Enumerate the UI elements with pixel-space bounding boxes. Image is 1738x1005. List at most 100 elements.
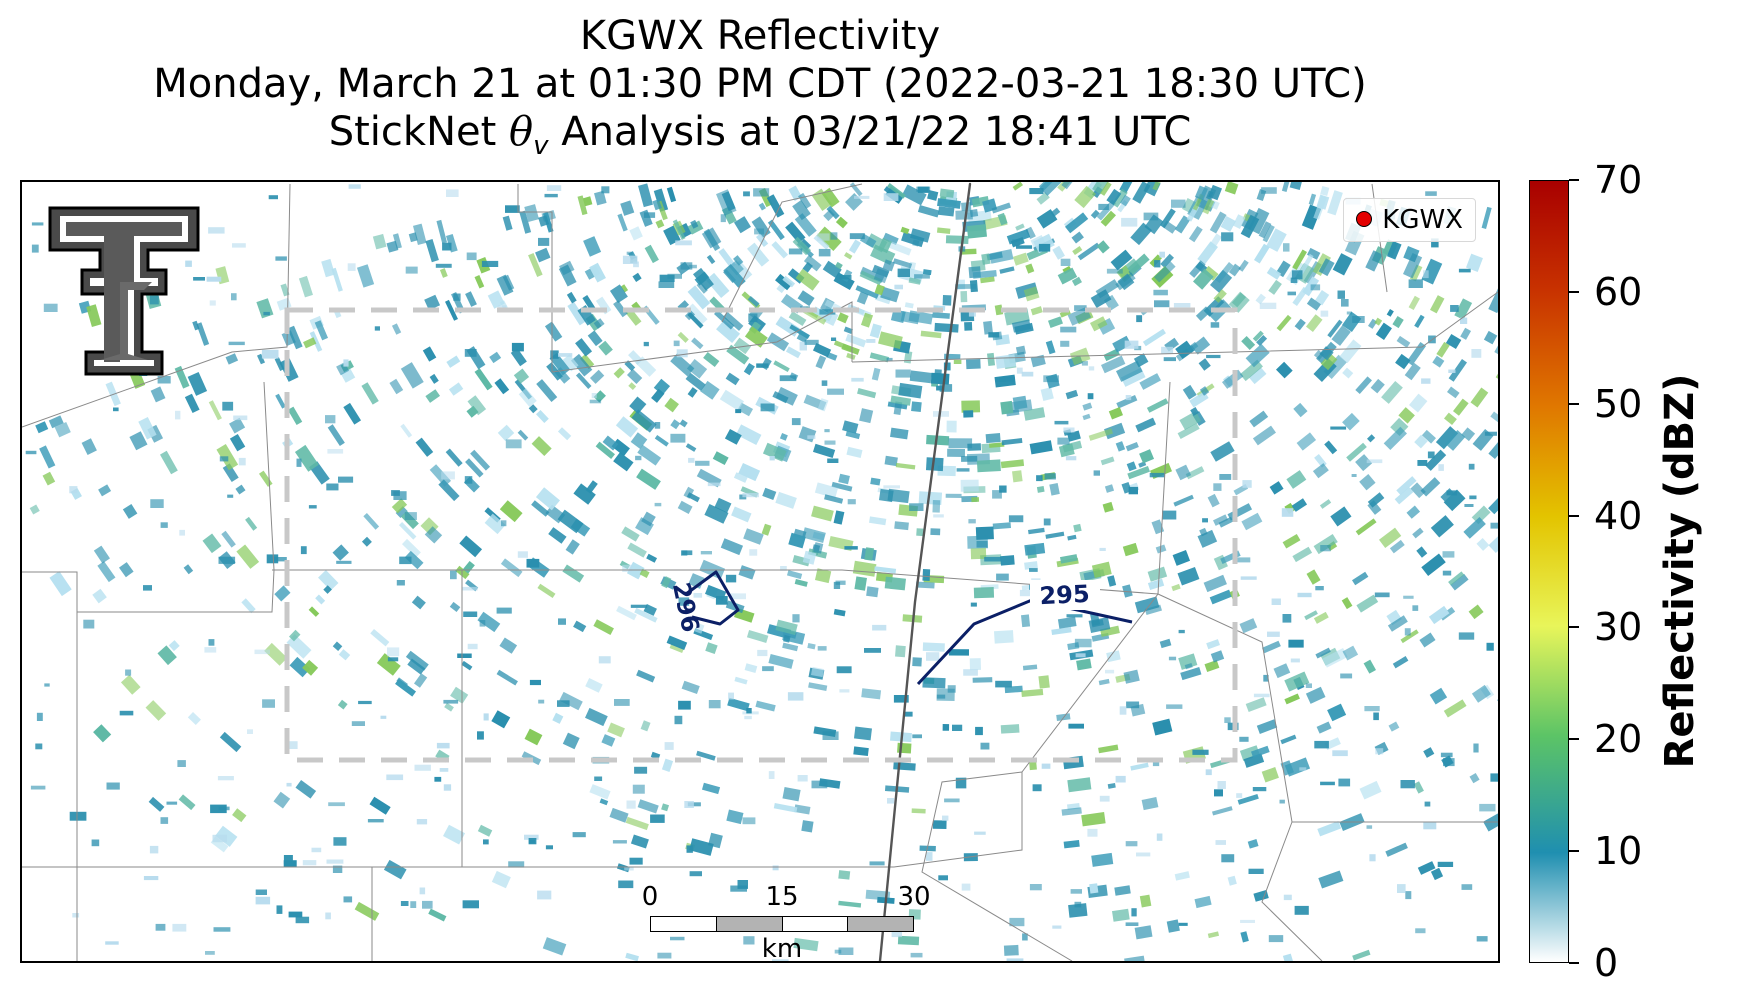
reflectivity-pixel: [1072, 245, 1083, 256]
reflectivity-pixel: [670, 433, 686, 443]
reflectivity-pixel: [704, 503, 729, 524]
reflectivity-pixel: [839, 689, 850, 693]
reflectivity-pixel: [1030, 306, 1043, 316]
reflectivity-pixel: [376, 653, 401, 676]
reflectivity-pixel: [273, 791, 291, 809]
reflectivity-pixel: [602, 435, 619, 451]
reflectivity-pixel: [887, 183, 906, 199]
reflectivity-pixel: [1136, 315, 1143, 323]
reflectivity-pixel: [1452, 398, 1469, 416]
reflectivity-pixel: [1238, 259, 1249, 272]
reflectivity-pixel: [775, 273, 793, 291]
reflectivity-pixel: [994, 304, 1004, 316]
radar-map[interactable]: 296 295 KGWX 0 15 30 km: [20, 180, 1500, 963]
reflectivity-pixel: [637, 799, 659, 814]
reflectivity-pixel: [1205, 769, 1212, 776]
reflectivity-pixel: [725, 372, 740, 386]
reflectivity-pixel: [1337, 290, 1345, 299]
map-canvas: 296 295: [22, 182, 1498, 961]
reflectivity-pixel: [1366, 459, 1383, 464]
reflectivity-pixel: [1213, 483, 1222, 491]
reflectivity-pixel: [325, 415, 336, 424]
reflectivity-pixel: [1429, 687, 1448, 705]
reflectivity-pixel: [1258, 221, 1272, 239]
reflectivity-pixel: [1043, 375, 1059, 383]
reflectivity-pixel: [1142, 328, 1166, 347]
reflectivity-pixel: [209, 300, 216, 306]
reflectivity-pixel: [1314, 740, 1329, 749]
reflectivity-pixel: [120, 674, 141, 695]
reflectivity-pixel: [470, 449, 491, 471]
reflectivity-pixel: [797, 290, 815, 307]
reflectivity-pixel: [703, 351, 720, 367]
reflectivity-pixel: [1406, 505, 1421, 519]
reflectivity-pixel: [794, 213, 817, 237]
reflectivity-pixel: [943, 362, 951, 371]
reflectivity-pixel: [1408, 295, 1420, 310]
reflectivity-pixel: [893, 761, 916, 771]
reflectivity-pixel: [81, 438, 97, 456]
reflectivity-pixel: [1127, 465, 1151, 480]
reflectivity-pixel: [332, 544, 349, 561]
reflectivity-pixel: [724, 428, 742, 445]
reflectivity-pixel: [327, 424, 345, 447]
reflectivity-pixel: [325, 912, 331, 920]
reflectivity-pixel: [129, 431, 148, 451]
reflectivity-pixel: [678, 700, 691, 710]
reflectivity-pixel: [1392, 315, 1404, 329]
reflectivity-pixel: [508, 861, 525, 868]
reflectivity-pixel: [996, 573, 1009, 581]
reflectivity-pixel: [1313, 611, 1329, 624]
reflectivity-pixel: [945, 235, 969, 245]
reflectivity-pixel: [808, 682, 828, 691]
reflectivity-pixel: [1177, 566, 1200, 586]
reflectivity-pixel: [483, 839, 489, 845]
reflectivity-pixel: [1171, 583, 1181, 592]
reflectivity-pixel: [283, 855, 293, 864]
reflectivity-pixel: [1066, 614, 1083, 618]
reflectivity-pixel: [1116, 360, 1143, 382]
reflectivity-pixel: [811, 505, 834, 522]
reflectivity-pixel: [461, 660, 473, 671]
reflectivity-pixel: [550, 350, 559, 359]
reflectivity-pixel: [1291, 498, 1308, 512]
reflectivity-pixel: [1126, 701, 1140, 709]
reflectivity-pixel: [1396, 335, 1411, 348]
reflectivity-pixel: [1202, 518, 1208, 523]
reflectivity-pixel: [632, 272, 642, 283]
reflectivity-pixel: [999, 266, 1015, 274]
reflectivity-pixel: [769, 456, 775, 461]
reflectivity-pixel: [1004, 685, 1023, 694]
reflectivity-pixel: [743, 936, 755, 945]
reflectivity-pixel: [1273, 663, 1291, 679]
reflectivity-pixel: [206, 276, 222, 282]
reflectivity-pixel: [1093, 470, 1100, 476]
reflectivity-pixel: [874, 293, 892, 305]
reflectivity-pixel: [261, 349, 279, 359]
reflectivity-pixel: [775, 491, 797, 509]
reflectivity-pixel: [864, 547, 875, 561]
reflectivity-pixel: [785, 221, 806, 244]
reflectivity-pixel: [813, 542, 824, 554]
reflectivity-pixel: [439, 768, 449, 772]
reflectivity-pixel: [517, 429, 529, 441]
reflectivity-pixel: [1235, 557, 1251, 563]
reflectivity-pixel: [933, 514, 944, 518]
reflectivity-pixel: [205, 951, 215, 955]
reflectivity-pixel: [157, 645, 177, 666]
reflectivity-pixel: [175, 410, 181, 420]
reflectivity-pixel: [755, 700, 776, 712]
reflectivity-pixel: [494, 378, 510, 395]
reflectivity-pixel: [1139, 894, 1152, 908]
reflectivity-pixel: [1248, 367, 1267, 385]
reflectivity-pixel: [1442, 551, 1455, 558]
reflectivity-pixel: [1130, 762, 1149, 771]
reflectivity-pixel: [1000, 459, 1025, 469]
reflectivity-pixel: [1239, 736, 1249, 742]
theta-symbol: θ: [509, 109, 534, 155]
county-line: [462, 381, 1171, 595]
reflectivity-pixel: [1458, 632, 1475, 640]
reflectivity-pixel: [1320, 353, 1338, 371]
reflectivity-pixel: [1206, 354, 1221, 359]
reflectivity-pixel: [1173, 303, 1191, 308]
